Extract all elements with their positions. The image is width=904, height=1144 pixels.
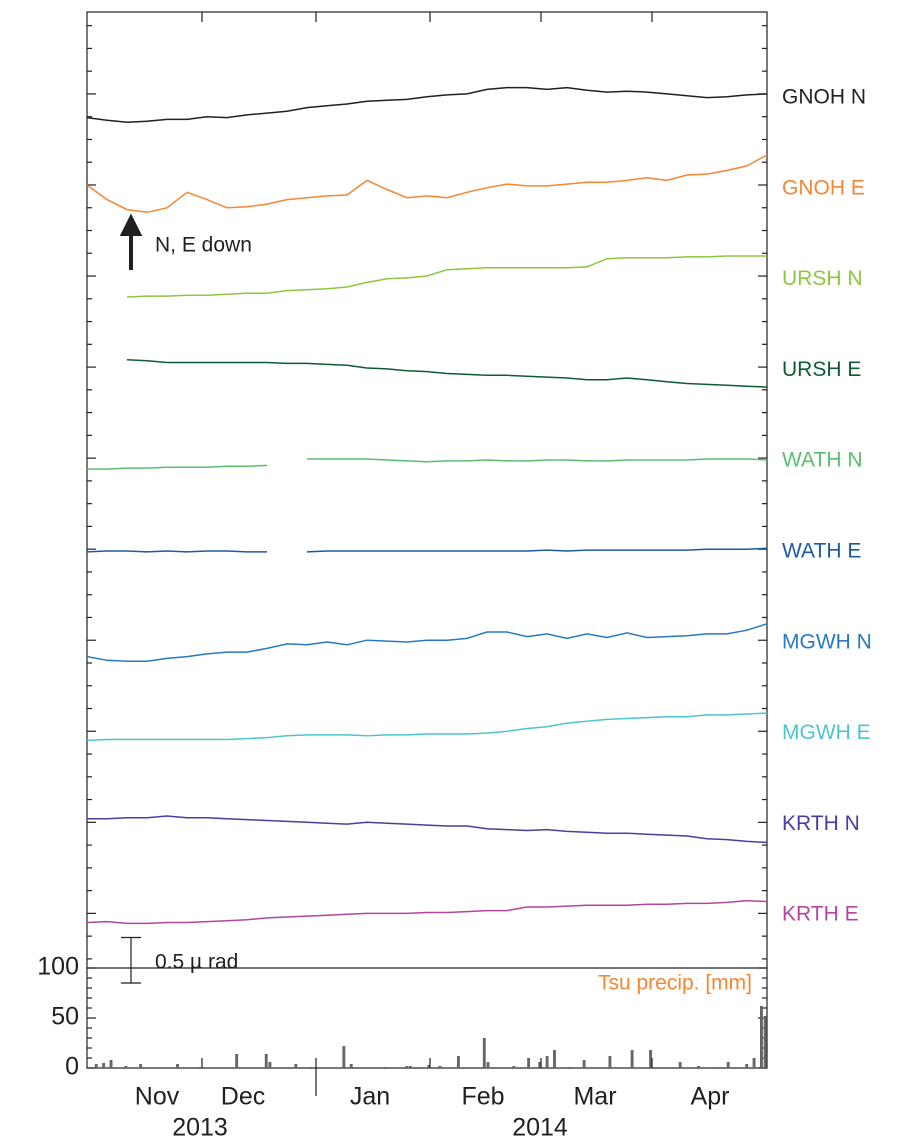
bar (264, 1054, 268, 1068)
series-label: WATH E (782, 540, 861, 563)
series-line (86, 86, 768, 123)
bar (697, 1066, 701, 1068)
y-tick-label: 100 (37, 953, 79, 981)
series-label: KRTH E (782, 903, 859, 926)
bar (512, 1066, 516, 1068)
arrow (119, 213, 143, 270)
series-label: URSH E (782, 358, 861, 381)
x-tick-label: Mar (573, 1083, 616, 1111)
bar (582, 1060, 586, 1068)
x-tick-label: Feb (461, 1083, 504, 1111)
bar (383, 1067, 386, 1068)
series-line (87, 458, 768, 470)
bar (456, 1056, 460, 1068)
bar (752, 1058, 756, 1068)
bar (538, 1062, 542, 1068)
bar (176, 1064, 179, 1068)
series-line (126, 359, 768, 388)
bar (486, 1062, 490, 1068)
bar (420, 1067, 423, 1068)
bar (482, 1038, 486, 1068)
x-tick-label: Jan (350, 1083, 390, 1111)
bar (553, 1050, 556, 1068)
year-label: 2013 (172, 1114, 228, 1142)
bar (763, 1016, 767, 1068)
bar (235, 1054, 239, 1068)
y-tick-label: 0 (65, 1053, 79, 1081)
x-tick-label: Apr (691, 1083, 730, 1111)
series-label: URSH N (782, 267, 863, 290)
bar (649, 1050, 653, 1068)
bar (427, 1065, 431, 1068)
bar (405, 1066, 409, 1068)
bar (726, 1062, 730, 1068)
plot-frame (86, 11, 768, 1069)
x-tick-label: Nov (135, 1083, 180, 1111)
bar (349, 1064, 353, 1068)
year-label: 2014 (512, 1114, 568, 1142)
x-tick-label: Dec (221, 1083, 265, 1111)
series-label: GNOH E (782, 176, 865, 199)
bar (124, 1066, 128, 1068)
bar (760, 1006, 763, 1068)
series-line (86, 899, 768, 925)
bar (630, 1050, 634, 1068)
bar (94, 1064, 98, 1068)
bar (408, 1066, 412, 1068)
y-tick-label: 50 (51, 1003, 79, 1031)
bar (527, 1058, 531, 1068)
bar (102, 1063, 106, 1068)
series-line (126, 255, 767, 298)
bar (268, 1062, 272, 1068)
series-line (86, 154, 768, 214)
bar (438, 1066, 442, 1068)
bar (342, 1046, 346, 1068)
series-line (86, 547, 768, 553)
bar (545, 1056, 549, 1068)
bar (715, 1067, 719, 1068)
bar (608, 1056, 612, 1068)
bar (198, 1067, 202, 1068)
precip-title: Tsu precip. [mm] (598, 972, 752, 995)
bar (139, 1064, 143, 1068)
bar (109, 1060, 113, 1068)
series-line (86, 712, 768, 742)
arrow-note: N, E down (155, 234, 252, 257)
scale-bar (121, 936, 141, 984)
bar (567, 1067, 571, 1068)
scale-bar-label: 0.5 µ rad (155, 951, 238, 974)
series-label: MGWH N (782, 630, 872, 653)
bar (294, 1064, 298, 1068)
series-label: MGWH E (782, 721, 871, 744)
bar (678, 1062, 682, 1068)
bar (309, 1067, 313, 1068)
bar (745, 1064, 749, 1068)
series-line (86, 623, 768, 662)
series-label: WATH N (782, 449, 862, 472)
series-label: GNOH N (782, 86, 866, 109)
series-label: KRTH N (782, 812, 860, 835)
series-line (87, 815, 768, 844)
